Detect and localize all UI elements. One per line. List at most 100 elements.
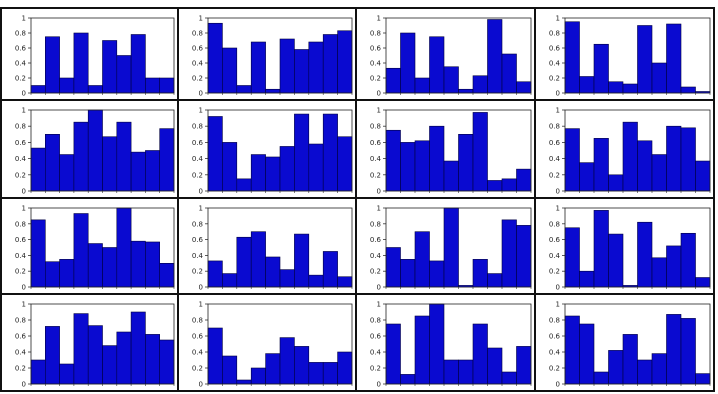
bar bbox=[637, 25, 653, 94]
axes-frame bbox=[30, 303, 175, 385]
axes-frame bbox=[385, 109, 532, 192]
bar bbox=[207, 260, 223, 288]
bar bbox=[472, 75, 488, 94]
axes-frame bbox=[564, 303, 711, 385]
bar bbox=[73, 121, 89, 192]
bar bbox=[564, 128, 580, 192]
bar bbox=[622, 83, 638, 94]
y-tick-label: 0.8 bbox=[192, 317, 203, 325]
y-tick-label: 0.8 bbox=[15, 317, 26, 325]
subplot: 0 0.2 0.4 0.6 0.8 1 bbox=[549, 205, 711, 292]
bar bbox=[443, 359, 459, 385]
y-tick-label: 0.8 bbox=[370, 30, 381, 38]
y-tick-label: 0.8 bbox=[549, 220, 560, 228]
bar bbox=[130, 151, 146, 192]
y-tick-label: 0.2 bbox=[549, 365, 560, 373]
y-tick-label: 0.8 bbox=[192, 30, 203, 38]
y-tick-label: 0 bbox=[22, 381, 26, 389]
y-tick-label: 0.4 bbox=[370, 155, 382, 163]
axes-frame bbox=[30, 17, 175, 94]
axes-frame bbox=[30, 109, 175, 192]
bar bbox=[102, 136, 118, 192]
y-tick-label: 0.6 bbox=[370, 236, 382, 244]
bar bbox=[622, 334, 638, 385]
bar bbox=[385, 247, 401, 288]
bar bbox=[130, 240, 146, 288]
bar bbox=[593, 43, 609, 94]
y-tick-label: 0.4 bbox=[192, 60, 204, 68]
bar bbox=[250, 41, 266, 94]
bar bbox=[666, 125, 682, 192]
bar bbox=[87, 325, 103, 385]
bar bbox=[130, 311, 146, 385]
y-tick-label: 0 bbox=[199, 381, 203, 389]
bar bbox=[579, 270, 595, 288]
y-tick-label: 0.8 bbox=[370, 220, 381, 228]
bar bbox=[87, 85, 103, 94]
bar bbox=[666, 23, 682, 94]
bar bbox=[308, 41, 324, 94]
axes-frame bbox=[207, 207, 353, 288]
y-tick-label: 0.2 bbox=[549, 171, 560, 179]
axes-frame bbox=[385, 207, 532, 288]
subplot: 0 0.2 0.4 0.6 0.8 1 bbox=[549, 15, 711, 98]
y-tick-label: 1 bbox=[556, 15, 560, 23]
bar bbox=[680, 127, 696, 192]
y-tick-label: 0 bbox=[22, 90, 26, 98]
bar bbox=[73, 313, 89, 385]
y-tick-label: 0.4 bbox=[549, 155, 561, 163]
subplot: 0 0.2 0.4 0.6 0.8 1 bbox=[192, 205, 353, 292]
bar bbox=[608, 350, 624, 385]
bar bbox=[59, 154, 75, 192]
axes-frame bbox=[564, 109, 711, 192]
y-tick-label: 0.2 bbox=[15, 365, 26, 373]
y-tick-label: 0.6 bbox=[370, 45, 382, 53]
bar bbox=[87, 109, 103, 192]
bar bbox=[30, 219, 46, 288]
y-tick-label: 0.2 bbox=[549, 268, 560, 276]
bar bbox=[116, 55, 132, 94]
bar bbox=[651, 353, 667, 385]
bar bbox=[44, 261, 60, 288]
subplot: 0 0.2 0.4 0.6 0.8 1 bbox=[192, 301, 353, 389]
y-tick-label: 0.4 bbox=[370, 349, 382, 357]
bar bbox=[59, 259, 75, 288]
y-tick-label: 0.2 bbox=[549, 75, 560, 83]
y-tick-label: 0 bbox=[199, 90, 203, 98]
y-tick-label: 0.4 bbox=[15, 60, 27, 68]
bar bbox=[159, 77, 175, 94]
y-tick-label: 0.8 bbox=[549, 317, 560, 325]
bar bbox=[458, 88, 474, 94]
bar bbox=[695, 373, 711, 385]
bar bbox=[472, 323, 488, 385]
bar bbox=[265, 88, 281, 94]
bar bbox=[236, 379, 252, 385]
y-tick-label: 0 bbox=[377, 284, 381, 292]
bar bbox=[322, 34, 338, 94]
y-tick-label: 0.4 bbox=[192, 349, 204, 357]
subplot: 0 0.2 0.4 0.6 0.8 1 bbox=[370, 205, 532, 292]
bar bbox=[579, 323, 595, 385]
bar bbox=[159, 128, 175, 192]
bar bbox=[487, 347, 503, 385]
subplot: 0 0.2 0.4 0.6 0.8 1 bbox=[370, 107, 532, 196]
bar bbox=[102, 40, 118, 94]
y-tick-label: 0.2 bbox=[15, 268, 26, 276]
bar bbox=[666, 245, 682, 288]
bar bbox=[637, 140, 653, 192]
bar bbox=[680, 318, 696, 385]
bar bbox=[608, 233, 624, 288]
axes-frame bbox=[564, 17, 711, 94]
y-tick-label: 0 bbox=[556, 188, 560, 196]
bar bbox=[501, 53, 517, 94]
bar bbox=[414, 231, 430, 288]
y-tick-label: 1 bbox=[556, 107, 560, 115]
bar bbox=[207, 116, 223, 192]
y-tick-label: 0.4 bbox=[15, 155, 27, 163]
bar bbox=[73, 213, 89, 288]
bar bbox=[294, 113, 310, 192]
figure-frame bbox=[0, 7, 715, 392]
bar bbox=[637, 221, 653, 288]
bar bbox=[414, 77, 430, 94]
